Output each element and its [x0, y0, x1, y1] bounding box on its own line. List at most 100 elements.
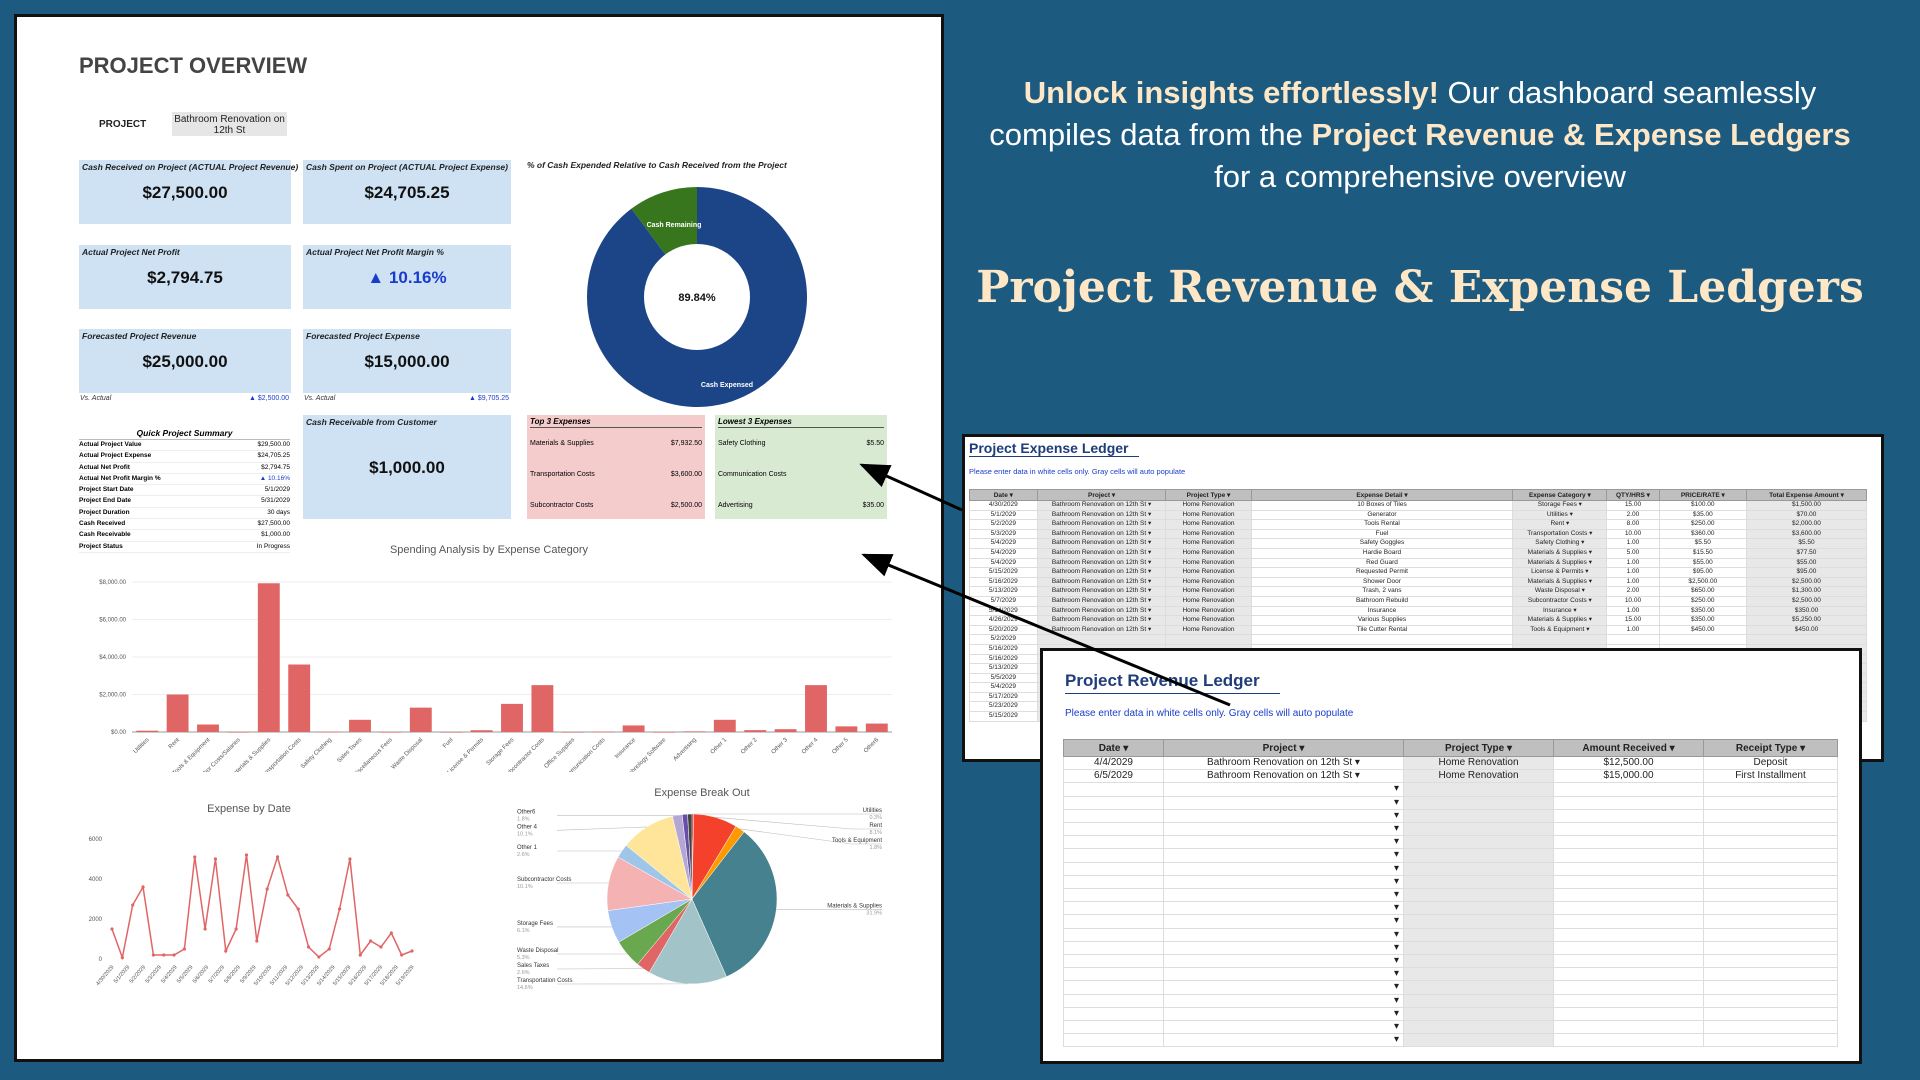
table-cell[interactable]: ▾: [1163, 1006, 1404, 1022]
table-cell[interactable]: [1063, 1006, 1164, 1022]
table-cell[interactable]: [1703, 940, 1838, 956]
table-cell[interactable]: $250.00: [1658, 595, 1747, 607]
table-cell[interactable]: [1403, 993, 1554, 1008]
table-cell[interactable]: [1658, 634, 1747, 645]
table-cell[interactable]: 5/23/2029: [969, 701, 1038, 713]
table-cell[interactable]: Bathroom Renovation on 12th St ▾: [1036, 576, 1167, 588]
table-cell[interactable]: 2.00: [1606, 509, 1660, 521]
table-cell[interactable]: 5/3/2029: [969, 528, 1038, 540]
table-cell[interactable]: ▾: [1163, 808, 1404, 824]
table-cell[interactable]: $450.00: [1745, 624, 1868, 636]
table-cell[interactable]: [1403, 1020, 1554, 1035]
table-cell[interactable]: [1063, 914, 1164, 929]
table-cell[interactable]: ▾: [1163, 993, 1404, 1008]
table-cell[interactable]: [1063, 993, 1164, 1008]
table-cell[interactable]: Safety Clothing ▾: [1512, 538, 1608, 549]
table-cell[interactable]: $55.00: [1745, 557, 1868, 569]
table-cell[interactable]: $5,250.00: [1745, 615, 1868, 626]
table-cell[interactable]: Bathroom Renovation on 12th St ▾: [1036, 624, 1167, 636]
table-cell[interactable]: [1403, 874, 1554, 890]
table-cell[interactable]: ▾: [1163, 848, 1404, 863]
table-cell[interactable]: [1553, 914, 1704, 929]
table-cell[interactable]: $450.00: [1658, 624, 1747, 636]
table-cell[interactable]: [1703, 822, 1838, 837]
table-cell[interactable]: Home Renovation: [1165, 605, 1252, 617]
table-cell[interactable]: 1.00: [1606, 605, 1660, 617]
column-header[interactable]: PRICE/RATE ▾: [1658, 489, 1747, 501]
table-cell[interactable]: 5/1/2029: [969, 509, 1038, 521]
table-cell[interactable]: $100.00: [1658, 500, 1747, 511]
table-cell[interactable]: ▾: [1163, 782, 1404, 797]
table-cell[interactable]: [1703, 808, 1838, 824]
table-cell[interactable]: Bathroom Renovation on 12th St ▾: [1036, 615, 1167, 626]
table-cell[interactable]: [1403, 940, 1554, 956]
table-cell[interactable]: [1703, 914, 1838, 929]
table-cell[interactable]: [1403, 967, 1554, 982]
table-cell[interactable]: $650.00: [1658, 586, 1747, 597]
table-cell[interactable]: Bathroom Renovation on 12th St ▾: [1036, 528, 1167, 540]
table-cell[interactable]: Home Renovation: [1165, 557, 1252, 569]
table-cell[interactable]: ▾: [1163, 914, 1404, 929]
table-cell[interactable]: [1553, 822, 1704, 837]
table-cell[interactable]: [1063, 967, 1164, 982]
table-cell[interactable]: 5/15/2029: [969, 567, 1038, 578]
table-cell[interactable]: [1703, 782, 1838, 797]
table-cell[interactable]: ▾: [1163, 927, 1404, 942]
table-cell[interactable]: 1.00: [1606, 538, 1660, 549]
column-header[interactable]: Project Type ▾: [1165, 489, 1252, 501]
table-cell[interactable]: [1553, 954, 1704, 969]
table-cell[interactable]: Bathroom Renovation on 12th St ▾: [1036, 547, 1167, 559]
column-header[interactable]: Total Expense Amount ▾: [1745, 489, 1868, 501]
table-cell[interactable]: Home Renovation: [1165, 615, 1252, 626]
table-cell[interactable]: ▾: [1163, 954, 1404, 969]
table-cell[interactable]: Home Renovation: [1403, 755, 1554, 771]
table-cell[interactable]: ▾: [1163, 835, 1404, 850]
table-cell[interactable]: License & Permits ▾: [1512, 567, 1608, 578]
table-cell[interactable]: 5/13/2029: [969, 586, 1038, 597]
column-header[interactable]: Expense Category ▾: [1512, 489, 1608, 501]
table-cell[interactable]: [1553, 888, 1704, 903]
table-cell[interactable]: $250.00: [1658, 519, 1747, 530]
table-cell[interactable]: ▾: [1163, 901, 1404, 916]
table-cell[interactable]: [1703, 888, 1838, 903]
table-cell[interactable]: [1063, 1033, 1164, 1048]
table-cell[interactable]: [1063, 1020, 1164, 1035]
table-cell[interactable]: Bathroom Renovation on 12th St ▾: [1036, 519, 1167, 530]
table-cell[interactable]: 8.00: [1606, 519, 1660, 530]
table-cell[interactable]: 1.00: [1606, 557, 1660, 569]
table-cell[interactable]: $2,500.00: [1745, 576, 1868, 588]
table-cell[interactable]: [1063, 940, 1164, 956]
table-cell[interactable]: [1553, 927, 1704, 942]
table-cell[interactable]: Insurance: [1250, 605, 1514, 617]
table-cell[interactable]: 2.00: [1606, 586, 1660, 597]
column-header[interactable]: QTY/HRS ▾: [1606, 489, 1660, 501]
table-cell[interactable]: [1403, 848, 1554, 863]
table-cell[interactable]: [1553, 795, 1704, 810]
table-cell[interactable]: Storage Fees ▾: [1512, 500, 1608, 511]
table-cell[interactable]: 15.00: [1606, 500, 1660, 511]
table-cell[interactable]: [1063, 795, 1164, 810]
table-cell[interactable]: Materials & Supplies ▾: [1512, 547, 1608, 559]
table-cell[interactable]: $360.00: [1658, 528, 1747, 540]
table-cell[interactable]: Home Renovation: [1403, 769, 1554, 784]
table-cell[interactable]: Bathroom Renovation on 12th St ▾: [1036, 605, 1167, 617]
table-cell[interactable]: [1403, 782, 1554, 797]
table-cell[interactable]: [1553, 874, 1704, 890]
table-cell[interactable]: 4/26/2029: [969, 615, 1038, 626]
table-cell[interactable]: 5/13/2029: [969, 663, 1038, 674]
table-cell[interactable]: [1703, 967, 1838, 982]
table-cell[interactable]: 5/4/2029: [969, 538, 1038, 549]
table-cell[interactable]: $15.50: [1658, 547, 1747, 559]
table-cell[interactable]: [1703, 795, 1838, 810]
table-cell[interactable]: [1165, 634, 1252, 645]
table-cell[interactable]: 4/4/2029: [1063, 755, 1164, 771]
table-cell[interactable]: Bathroom Renovation on 12th St ▾: [1163, 769, 1404, 784]
table-cell[interactable]: 1.00: [1606, 567, 1660, 578]
table-cell[interactable]: [1063, 808, 1164, 824]
column-header[interactable]: Date ▾: [1063, 739, 1164, 757]
table-cell[interactable]: ▾: [1163, 874, 1404, 890]
table-cell[interactable]: [1403, 861, 1554, 876]
table-cell[interactable]: Deposit: [1703, 755, 1838, 771]
table-cell[interactable]: Bathroom Renovation on 12th St ▾: [1036, 509, 1167, 521]
table-cell[interactable]: Various Supplies: [1250, 615, 1514, 626]
